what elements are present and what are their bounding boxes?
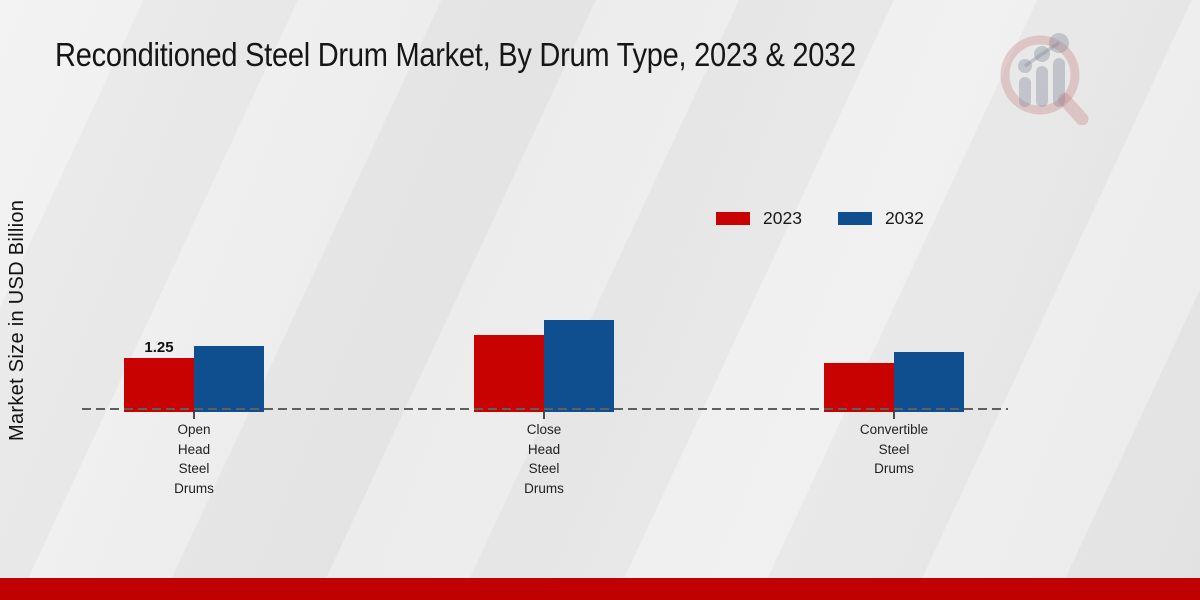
plot-area: 1.25 [82,250,1008,419]
footer-accent-bar [0,578,1200,600]
x-axis-category-label-2: Convertible Steel Drums [859,422,929,476]
legend: 2023 2032 [716,206,924,230]
legend-label: 2023 [763,208,802,228]
x-axis-baseline [82,408,1008,410]
magnifier-bar-chart-logo-icon [1000,33,1089,125]
bar-2032-category-0 [194,346,264,412]
bar-group-1 [474,250,614,412]
bar-2023-category-1 [474,335,544,412]
legend-swatch-2023 [716,211,750,225]
legend-swatch-2032 [837,211,872,225]
bar-2032-category-2 [894,352,964,412]
x-axis-category-label-1: Close Head Steel Drums [524,422,564,496]
y-axis-label: Market Size in USD Billion [6,199,28,441]
bar-group-2 [824,250,964,412]
chart-title: Reconditioned Steel Drum Market, By Drum… [55,36,856,73]
bar-2023-category-2 [824,363,894,412]
bar-group-0: 1.25 [124,250,264,412]
legend-label: 2032 [884,208,924,228]
bar-2032-category-1 [544,320,614,412]
legend-item-2023: 2023 [716,206,802,230]
x-axis-category-label-0: Open Head Steel Drums [174,422,214,496]
bar-2023-category-0: 1.25 [124,339,194,412]
x-axis-tick [543,412,545,419]
x-axis-tick [893,412,895,419]
legend-item-2032: 2032 [837,206,924,230]
x-axis-tick [193,412,195,419]
bar-value-label: 1.25 [144,339,174,356]
